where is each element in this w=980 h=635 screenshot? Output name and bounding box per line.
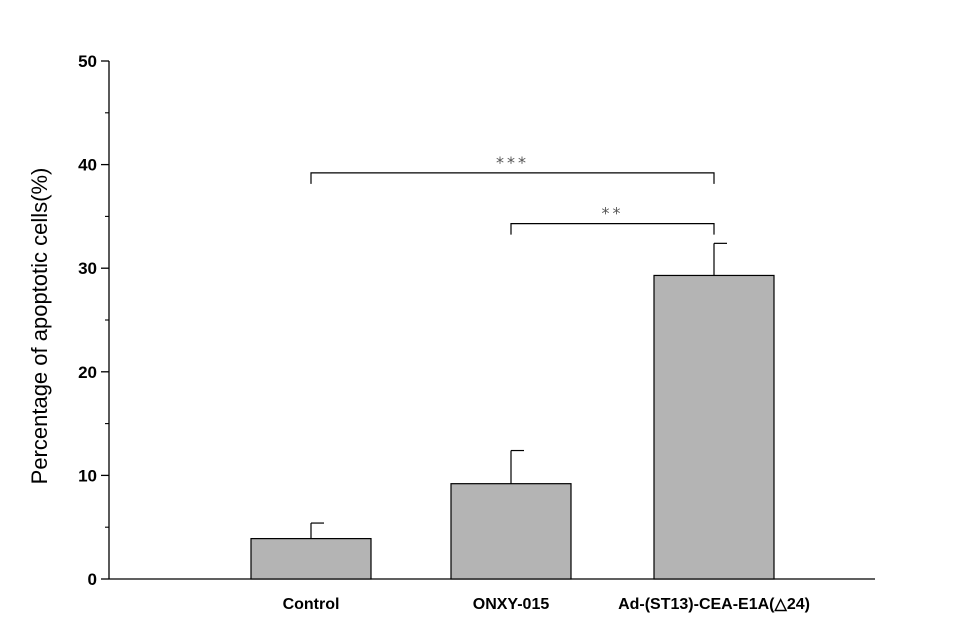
bar bbox=[450, 483, 572, 580]
y-tick-label: 20 bbox=[78, 363, 97, 382]
bars: Control ONXY-015 Ad-(ST13)-CEA-E1A(△24) bbox=[250, 242, 810, 613]
significance-bracket bbox=[310, 172, 715, 184]
significance-bracket bbox=[510, 223, 715, 235]
bar bbox=[653, 274, 775, 580]
y-axis-label: Percentage of apoptotic cells(%) bbox=[27, 168, 52, 485]
axes: 0 10 20 30 40 50 bbox=[78, 52, 875, 589]
category-label: Control bbox=[283, 596, 340, 613]
significance-brackets: ***** bbox=[310, 153, 715, 235]
category-label: ONXY-015 bbox=[473, 596, 550, 613]
significance-label: ** bbox=[602, 204, 624, 223]
y-tick-label: 50 bbox=[78, 52, 97, 71]
bar bbox=[250, 537, 372, 580]
y-tick-label: 10 bbox=[78, 466, 97, 485]
y-tick-label: 0 bbox=[88, 570, 97, 589]
significance-label: *** bbox=[496, 153, 529, 172]
y-tick-label: 30 bbox=[78, 259, 97, 278]
category-label: Ad-(ST13)-CEA-E1A(△24) bbox=[618, 596, 810, 613]
y-tick-label: 40 bbox=[78, 156, 97, 175]
